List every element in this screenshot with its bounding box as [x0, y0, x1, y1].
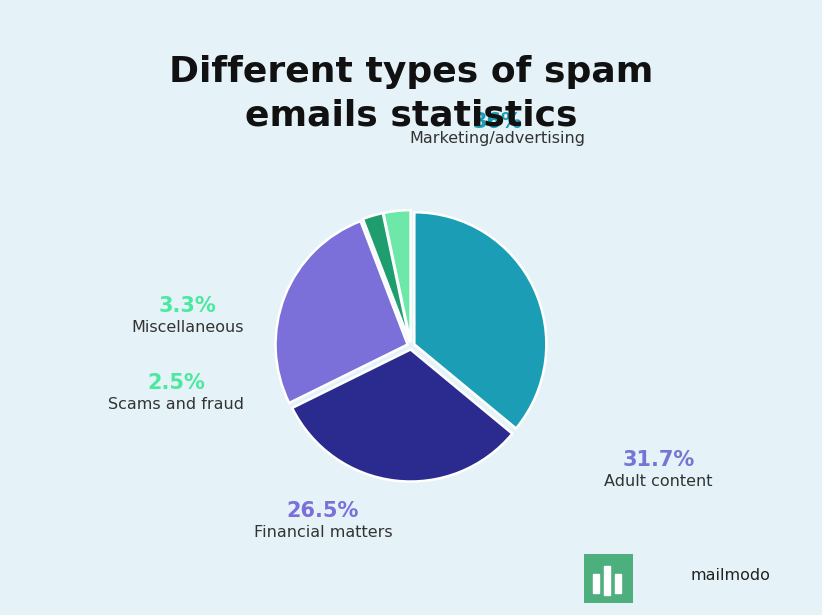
Wedge shape	[414, 212, 547, 429]
Text: 2.5%: 2.5%	[147, 373, 206, 392]
Text: Adult content: Adult content	[604, 474, 713, 489]
Text: Marketing/advertising: Marketing/advertising	[409, 131, 585, 146]
Wedge shape	[383, 210, 411, 342]
Wedge shape	[363, 213, 410, 343]
Text: Financial matters: Financial matters	[254, 525, 392, 541]
Wedge shape	[292, 349, 512, 482]
Text: Different types of spam
emails statistics: Different types of spam emails statistic…	[169, 55, 653, 133]
Text: Miscellaneous: Miscellaneous	[131, 320, 243, 335]
Wedge shape	[275, 221, 408, 403]
Text: 26.5%: 26.5%	[287, 501, 359, 521]
Bar	[604, 566, 610, 595]
Text: Scams and fraud: Scams and fraud	[109, 397, 244, 412]
Bar	[615, 574, 621, 593]
Text: 3.3%: 3.3%	[159, 296, 216, 315]
Text: 31.7%: 31.7%	[622, 450, 695, 469]
FancyBboxPatch shape	[580, 552, 636, 605]
Text: 36%: 36%	[473, 112, 522, 132]
Bar	[593, 574, 599, 593]
Text: mailmodo: mailmodo	[690, 568, 770, 582]
